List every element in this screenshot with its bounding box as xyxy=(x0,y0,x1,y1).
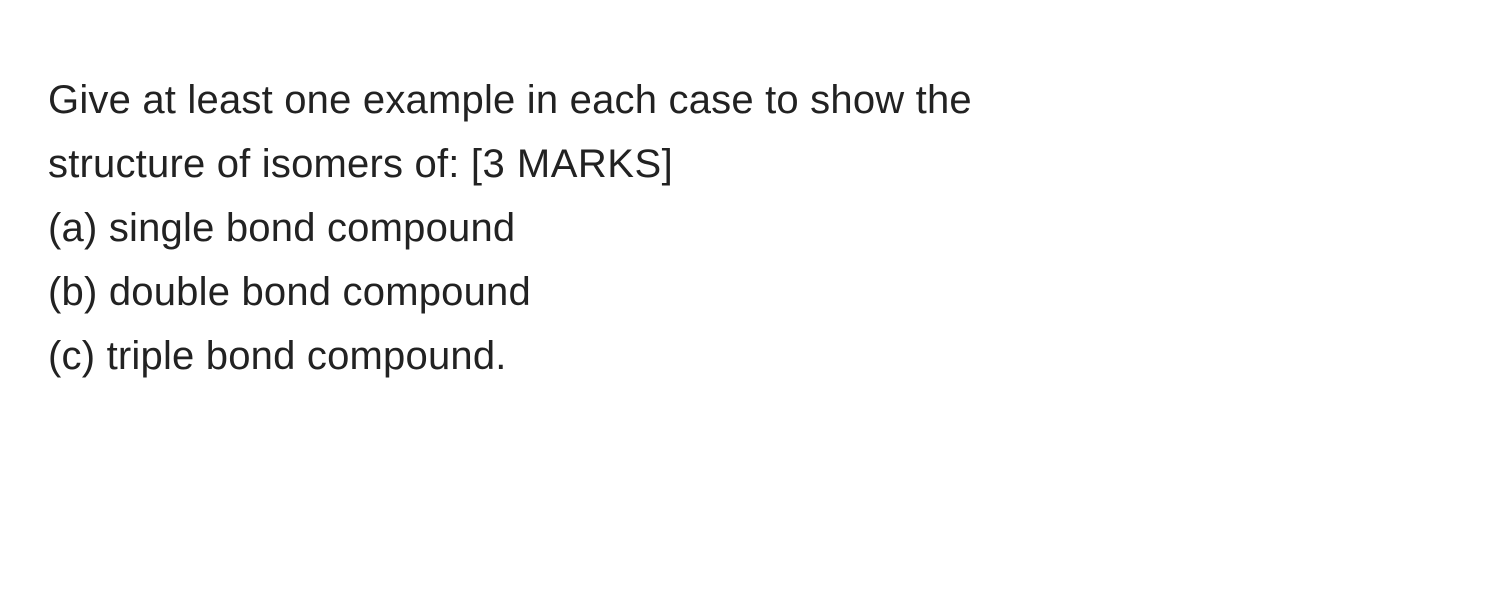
option-c-label: (c) xyxy=(48,334,95,378)
option-a-text: single bond compound xyxy=(109,206,516,250)
option-b: (b) double bond compound xyxy=(48,260,1448,324)
option-a: (a) single bond compound xyxy=(48,196,1448,260)
option-c: (c) triple bond compound. xyxy=(48,324,1448,388)
question-intro-line2: structure of isomers of: [3 MARKS] xyxy=(48,132,1448,196)
question-container: Give at least one example in each case t… xyxy=(48,68,1448,388)
option-b-label: (b) xyxy=(48,270,98,314)
option-b-text: double bond compound xyxy=(109,270,531,314)
question-intro-line1: Give at least one example in each case t… xyxy=(48,68,1448,132)
option-c-text: triple bond compound. xyxy=(107,334,507,378)
question-intro-prefix: structure of isomers of: xyxy=(48,142,471,186)
question-marks: [3 MARKS] xyxy=(471,142,673,186)
option-a-label: (a) xyxy=(48,206,98,250)
